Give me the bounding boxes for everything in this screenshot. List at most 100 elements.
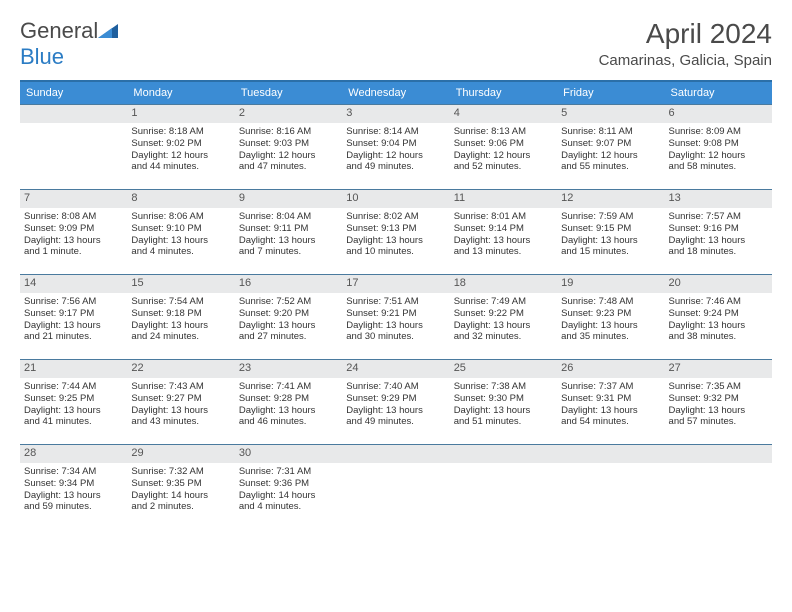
day-info-ss: Sunset: 9:28 PM: [239, 393, 338, 405]
calendar-cell: 13Sunrise: 7:57 AMSunset: 9:16 PMDayligh…: [665, 190, 772, 275]
day-info-d1: Daylight: 13 hours: [346, 235, 445, 247]
day-info-d1: Daylight: 14 hours: [239, 490, 338, 502]
calendar-week-row: 7Sunrise: 8:08 AMSunset: 9:09 PMDaylight…: [20, 190, 772, 275]
day-cell: 16Sunrise: 7:52 AMSunset: 9:20 PMDayligh…: [235, 275, 342, 359]
calendar-cell: 15Sunrise: 7:54 AMSunset: 9:18 PMDayligh…: [127, 275, 234, 360]
day-number: 27: [665, 360, 772, 378]
day-number: 13: [665, 190, 772, 208]
day-info-ss: Sunset: 9:35 PM: [131, 478, 230, 490]
day-info-d1: Daylight: 14 hours: [131, 490, 230, 502]
day-info-ss: Sunset: 9:34 PM: [24, 478, 123, 490]
day-number: 23: [235, 360, 342, 378]
calendar-cell: 10Sunrise: 8:02 AMSunset: 9:13 PMDayligh…: [342, 190, 449, 275]
day-info-sr: Sunrise: 7:32 AM: [131, 466, 230, 478]
day-header: Monday: [127, 81, 234, 105]
day-cell: 17Sunrise: 7:51 AMSunset: 9:21 PMDayligh…: [342, 275, 449, 359]
day-number-empty: [665, 445, 772, 463]
day-header: Thursday: [450, 81, 557, 105]
day-cell: 8Sunrise: 8:06 AMSunset: 9:10 PMDaylight…: [127, 190, 234, 274]
day-info-d2: and 52 minutes.: [454, 161, 553, 173]
day-info-sr: Sunrise: 7:31 AM: [239, 466, 338, 478]
title-block: April 2024 Camarinas, Galicia, Spain: [599, 18, 772, 69]
day-number: 14: [20, 275, 127, 293]
day-info-d2: and 57 minutes.: [669, 416, 768, 428]
day-info-d2: and 35 minutes.: [561, 331, 660, 343]
calendar-cell: 17Sunrise: 7:51 AMSunset: 9:21 PMDayligh…: [342, 275, 449, 360]
day-info-ss: Sunset: 9:11 PM: [239, 223, 338, 235]
day-header: Saturday: [665, 81, 772, 105]
day-cell: 10Sunrise: 8:02 AMSunset: 9:13 PMDayligh…: [342, 190, 449, 274]
calendar-cell: [342, 445, 449, 530]
day-cell: 1Sunrise: 8:18 AMSunset: 9:02 PMDaylight…: [127, 105, 234, 189]
day-info-ss: Sunset: 9:31 PM: [561, 393, 660, 405]
day-info-d2: and 58 minutes.: [669, 161, 768, 173]
day-cell: 12Sunrise: 7:59 AMSunset: 9:15 PMDayligh…: [557, 190, 664, 274]
day-header: Tuesday: [235, 81, 342, 105]
day-number: 29: [127, 445, 234, 463]
day-info-sr: Sunrise: 7:40 AM: [346, 381, 445, 393]
day-info-ss: Sunset: 9:02 PM: [131, 138, 230, 150]
day-cell: 19Sunrise: 7:48 AMSunset: 9:23 PMDayligh…: [557, 275, 664, 359]
day-cell: 21Sunrise: 7:44 AMSunset: 9:25 PMDayligh…: [20, 360, 127, 444]
day-info-ss: Sunset: 9:10 PM: [131, 223, 230, 235]
day-cell: 14Sunrise: 7:56 AMSunset: 9:17 PMDayligh…: [20, 275, 127, 359]
day-info-ss: Sunset: 9:27 PM: [131, 393, 230, 405]
day-info-d2: and 7 minutes.: [239, 246, 338, 258]
calendar-week-row: 1Sunrise: 8:18 AMSunset: 9:02 PMDaylight…: [20, 105, 772, 190]
triangle-icon: [98, 18, 118, 44]
day-info-d1: Daylight: 13 hours: [131, 320, 230, 332]
day-info-ss: Sunset: 9:23 PM: [561, 308, 660, 320]
day-cell: 18 Sunrise: 7:49 AMSunset: 9:22 PMDayligh…: [450, 275, 557, 359]
day-number: 4: [450, 105, 557, 123]
day-cell: 7Sunrise: 8:08 AMSunset: 9:09 PMDaylight…: [20, 190, 127, 274]
calendar-week-row: 14Sunrise: 7:56 AMSunset: 9:17 PMDayligh…: [20, 275, 772, 360]
day-info-ss: Sunset: 9:21 PM: [346, 308, 445, 320]
day-number: 26: [557, 360, 664, 378]
day-info-d1: Daylight: 12 hours: [131, 150, 230, 162]
day-info-ss: Sunset: 9:36 PM: [239, 478, 338, 490]
day-info-ss: Sunset: 9:14 PM: [454, 223, 553, 235]
day-info-sr: Sunrise: 8:01 AM: [454, 211, 553, 223]
day-cell: 13Sunrise: 7:57 AMSunset: 9:16 PMDayligh…: [665, 190, 772, 274]
day-info-sr: Sunrise: 7:38 AM: [454, 381, 553, 393]
day-info-ss: Sunset: 9:15 PM: [561, 223, 660, 235]
day-number: 3: [342, 105, 449, 123]
day-info-d1: Daylight: 13 hours: [24, 405, 123, 417]
day-info-d1: Daylight: 13 hours: [131, 405, 230, 417]
day-info-ss: Sunset: 9:22 PM: [454, 308, 553, 320]
calendar-week-row: 21Sunrise: 7:44 AMSunset: 9:25 PMDayligh…: [20, 360, 772, 445]
calendar-cell: 11Sunrise: 8:01 AMSunset: 9:14 PMDayligh…: [450, 190, 557, 275]
calendar-cell: 25Sunrise: 7:38 AMSunset: 9:30 PMDayligh…: [450, 360, 557, 445]
day-info-sr: Sunrise: 8:11 AM: [561, 126, 660, 138]
day-info-ss: Sunset: 9:03 PM: [239, 138, 338, 150]
day-number: 8: [127, 190, 234, 208]
day-info-sr: Sunrise: 7:49 AM: [454, 296, 553, 308]
day-info-d1: Daylight: 13 hours: [669, 235, 768, 247]
day-info-d2: and 38 minutes.: [669, 331, 768, 343]
day-info-d2: and 32 minutes.: [454, 331, 553, 343]
day-info-d2: and 51 minutes.: [454, 416, 553, 428]
day-info-d1: Daylight: 13 hours: [346, 320, 445, 332]
day-cell: [557, 445, 664, 529]
day-number: 21: [20, 360, 127, 378]
header: GeneralBlue April 2024 Camarinas, Galici…: [20, 18, 772, 70]
calendar-cell: 20Sunrise: 7:46 AMSunset: 9:24 PMDayligh…: [665, 275, 772, 360]
day-info-sr: Sunrise: 8:02 AM: [346, 211, 445, 223]
day-info-sr: Sunrise: 7:37 AM: [561, 381, 660, 393]
day-info-d1: Daylight: 13 hours: [346, 405, 445, 417]
calendar-cell: 3Sunrise: 8:14 AMSunset: 9:04 PMDaylight…: [342, 105, 449, 190]
day-info-sr: Sunrise: 7:43 AM: [131, 381, 230, 393]
day-info-d2: and 4 minutes.: [131, 246, 230, 258]
day-info-ss: Sunset: 9:06 PM: [454, 138, 553, 150]
day-info-d2: and 59 minutes.: [24, 501, 123, 513]
day-info-sr: Sunrise: 8:18 AM: [131, 126, 230, 138]
day-number: 18: [450, 275, 557, 293]
day-number: 11: [450, 190, 557, 208]
day-info-d2: and 15 minutes.: [561, 246, 660, 258]
day-cell: [20, 105, 127, 189]
day-info-ss: Sunset: 9:30 PM: [454, 393, 553, 405]
day-number: 24: [342, 360, 449, 378]
day-info-d1: Daylight: 13 hours: [239, 320, 338, 332]
day-info-d1: Daylight: 13 hours: [24, 235, 123, 247]
day-info-d1: Daylight: 13 hours: [454, 320, 553, 332]
